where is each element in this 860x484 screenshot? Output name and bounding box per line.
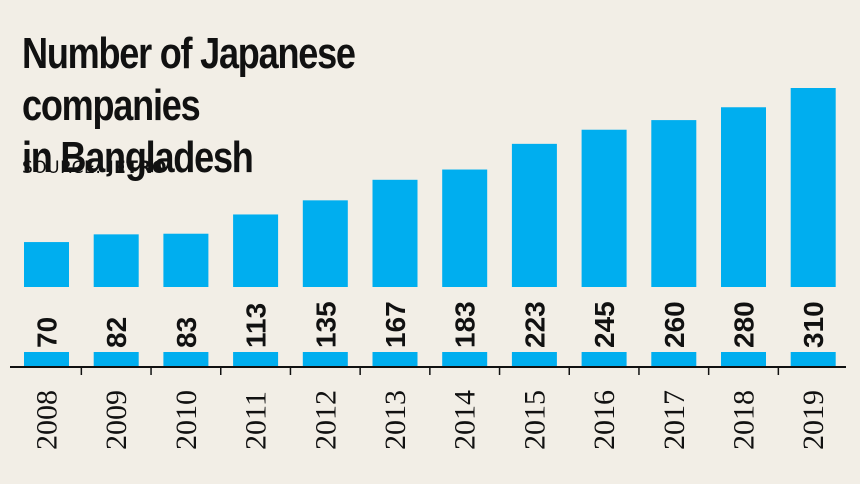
value-label-2017: 260 <box>659 301 690 348</box>
bar-base-2015 <box>511 352 557 366</box>
x-tick-label-2011: 2011 <box>240 391 273 450</box>
value-label-2016: 245 <box>589 301 620 348</box>
chart-title: Number of Japanese companies in Banglade… <box>22 28 530 184</box>
value-label-2012: 135 <box>310 301 341 348</box>
bar-base-2012 <box>302 352 348 366</box>
chart-title-line-1: Number of Japanese companies <box>22 29 356 130</box>
x-tick-label-2012: 2012 <box>309 390 342 450</box>
bar-base-2019 <box>790 352 836 366</box>
bar-base-2011 <box>233 352 279 366</box>
x-tick-label-2015: 2015 <box>518 390 551 450</box>
bar-base-2009 <box>93 352 139 366</box>
x-tick-label-2016: 2016 <box>588 390 621 450</box>
bar-base-2010 <box>163 352 209 366</box>
value-label-2015: 223 <box>519 301 550 348</box>
x-tick-label-2019: 2019 <box>797 390 830 450</box>
chart-title-line-2: in Bangladesh <box>22 133 254 182</box>
bar-2018 <box>721 107 766 288</box>
x-tick-label-2010: 2010 <box>170 390 203 450</box>
bar-2010 <box>163 233 209 287</box>
x-tick-label-2008: 2008 <box>31 390 64 450</box>
value-label-2010: 83 <box>171 317 202 348</box>
source-label: SOURCE: <box>22 158 102 178</box>
bar-base-2014 <box>442 352 488 366</box>
bar-2012 <box>302 200 348 287</box>
bar-base-2018 <box>721 352 766 366</box>
value-label-2011: 113 <box>241 303 272 348</box>
value-label-2008: 70 <box>32 317 63 348</box>
bar-2013 <box>372 179 418 287</box>
x-tick-label-2013: 2013 <box>379 390 412 450</box>
bar-2011 <box>233 214 279 287</box>
bar-2017 <box>651 120 697 287</box>
x-tick-label-2014: 2014 <box>449 390 482 450</box>
x-tick-label-2017: 2017 <box>658 390 691 450</box>
bar-2014 <box>442 169 488 287</box>
value-label-2019: 310 <box>798 301 829 348</box>
source-name: JETRO <box>107 158 167 178</box>
bar-base-2016 <box>581 352 627 366</box>
bar-2015 <box>511 143 557 287</box>
bar-base-2013 <box>372 352 418 366</box>
value-label-2014: 183 <box>450 301 481 348</box>
bar-2009 <box>93 234 139 287</box>
bar-2008 <box>24 242 69 287</box>
value-label-2009: 82 <box>101 317 132 348</box>
bar-base-2017 <box>651 352 697 366</box>
x-tick-label-2009: 2009 <box>100 390 133 450</box>
bar-base-2008 <box>24 352 69 366</box>
bar-2019 <box>790 88 836 287</box>
value-label-2013: 167 <box>380 301 411 348</box>
value-label-2018: 280 <box>729 301 760 348</box>
source-note: SOURCE: JETRO <box>22 158 167 178</box>
x-tick-label-2018: 2018 <box>728 390 761 450</box>
bar-2016 <box>581 129 627 287</box>
